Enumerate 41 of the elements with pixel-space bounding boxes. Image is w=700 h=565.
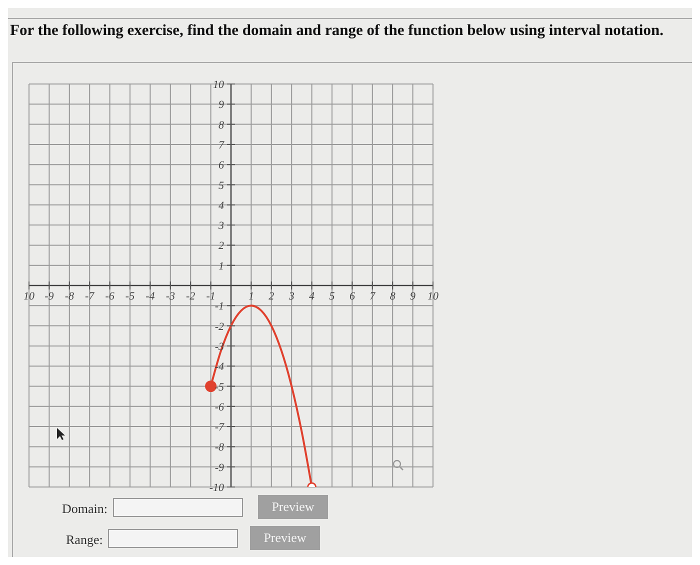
x-tick-label: 5: [329, 290, 336, 302]
x-tick-label: -8: [64, 290, 74, 302]
y-tick-label: 9: [218, 99, 224, 112]
y-tick-label: -10: [209, 482, 224, 494]
x-tick-label: 3: [288, 290, 295, 302]
x-tick-label: -4: [146, 290, 156, 302]
y-tick-label: -2: [214, 320, 224, 333]
x-tick-label: 7: [370, 290, 376, 302]
x-tick-label: 10: [24, 290, 35, 302]
x-tick-label: 9: [410, 290, 416, 302]
x-tick-label: 2: [268, 290, 275, 302]
x-tick-label: 1: [248, 290, 254, 302]
x-tick-label: 6: [349, 290, 356, 302]
x-tick-label: 8: [390, 290, 396, 302]
y-tick-label: 10: [213, 79, 224, 91]
x-tick-label: -2: [186, 290, 196, 302]
y-tick-label: 3: [218, 220, 224, 232]
y-tick-label: -7: [214, 422, 224, 434]
y-tick-label: 5: [218, 180, 224, 192]
x-tick-label: -6: [105, 290, 115, 302]
x-tick-label: -7: [85, 290, 95, 302]
x-tick-label: -3: [166, 290, 176, 302]
y-tick-label: -8: [214, 442, 224, 454]
y-tick-label: 2: [218, 240, 224, 252]
x-tick-label: -9: [44, 290, 54, 302]
text: Range:: [66, 532, 103, 548]
y-tick-label: -6: [214, 401, 224, 414]
y-tick-label: 6: [218, 160, 224, 172]
x-tick-label: -5: [125, 290, 136, 302]
y-tick-label: 4: [218, 200, 224, 212]
y-tick-label: 1: [218, 260, 224, 272]
text: Preview: [258, 495, 328, 519]
chart-title: For the following exercise, find the domain and range of the function below using interval notation.: [10, 22, 664, 40]
text: Domain:: [62, 501, 108, 517]
x-tick-label: 10: [428, 290, 439, 302]
text: Preview: [250, 526, 320, 550]
y-tick-label: 8: [218, 119, 224, 132]
y-tick-label: -1: [214, 300, 224, 313]
x-tick-label: 4: [309, 290, 316, 302]
y-tick-label: -9: [214, 462, 224, 474]
y-tick-label: 7: [218, 139, 224, 152]
